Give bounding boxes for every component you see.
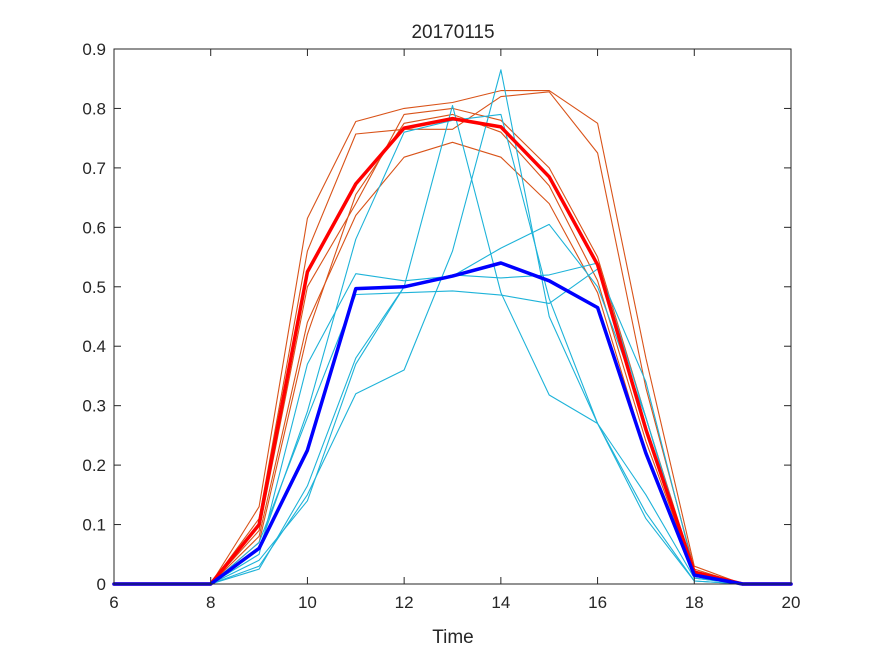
series-line-1	[113, 90, 792, 585]
series-layer	[112, 69, 793, 586]
y-tick-label: 0.5	[82, 278, 106, 297]
series-line-6	[113, 223, 792, 585]
y-tick-label: 0.7	[82, 159, 106, 178]
series-line-9	[113, 262, 792, 585]
bold-series-line-12	[112, 116, 793, 586]
x-tick-label: 14	[491, 593, 510, 612]
x-tick-label: 18	[685, 593, 704, 612]
series-line-3	[113, 107, 792, 585]
y-tick-label: 0.9	[82, 40, 106, 59]
y-tick-label: 0.8	[82, 99, 106, 118]
series-line-7	[113, 268, 792, 585]
x-axis-title: Time	[432, 627, 474, 648]
series-line-4	[113, 141, 792, 585]
y-tick-label: 0	[97, 575, 106, 594]
series-line-11	[113, 104, 792, 585]
y-tick-label: 0.4	[82, 337, 106, 356]
series-line-10	[113, 113, 792, 585]
y-tick-label: 0.6	[82, 218, 106, 237]
x-tick-label: 6	[109, 593, 118, 612]
x-tick-label: 10	[298, 593, 317, 612]
x-tick-label: 20	[782, 593, 801, 612]
x-tick-label: 8	[206, 593, 215, 612]
bold-series-line-13	[112, 261, 793, 586]
x-axis: 6 8 10 12 14 16 18 20	[109, 49, 800, 612]
y-axis: 0 0.1 0.2 0.3 0.4 0.5 0.6 0.7 0.8 0.9	[82, 40, 791, 594]
x-tick-label: 16	[588, 593, 607, 612]
y-tick-label: 0.3	[82, 397, 106, 416]
x-tick-label: 12	[395, 593, 414, 612]
y-tick-label: 0.2	[82, 456, 106, 475]
plot-frame	[113, 48, 792, 585]
series-line-8	[113, 69, 792, 585]
y-tick-label: 0.1	[82, 516, 106, 535]
series-line-2	[113, 91, 792, 585]
series-line-5	[113, 113, 792, 585]
chart-title: 20170115	[411, 22, 494, 43]
axes-layer	[113, 48, 792, 585]
